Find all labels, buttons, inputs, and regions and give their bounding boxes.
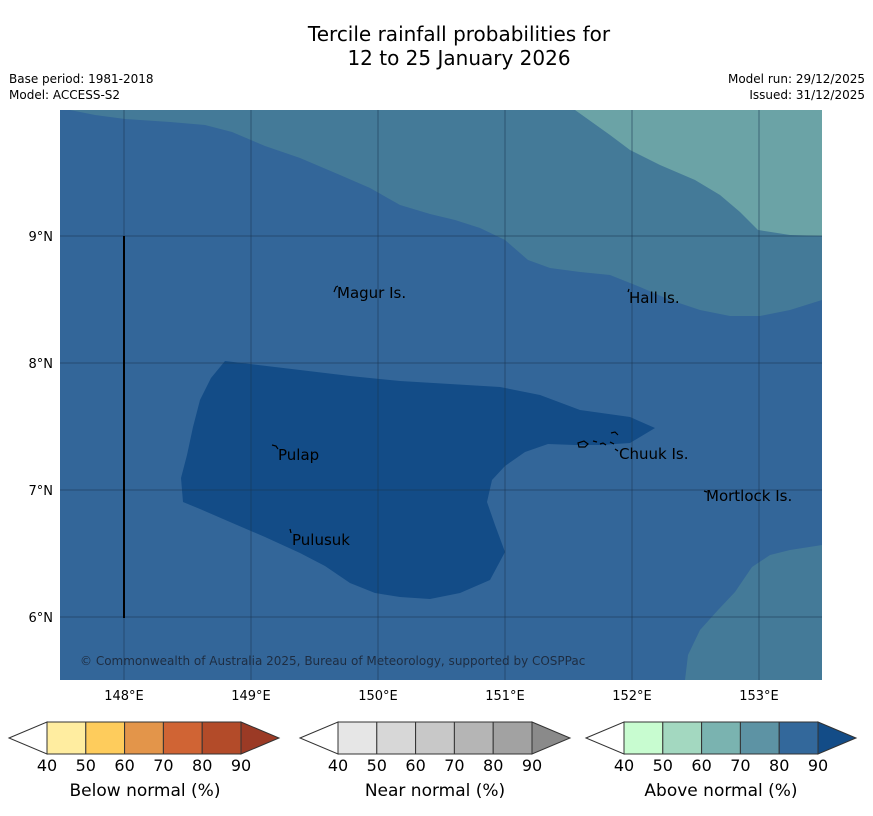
colorbar-tick-label: 60 (405, 756, 425, 775)
colorbar-segment (415, 721, 455, 755)
colorbar-near-normal: 40 50 60 70 80 90 (298, 721, 572, 775)
colorbar-segment (201, 721, 242, 755)
colorbar-extend-high (531, 721, 572, 755)
colorbar-tick-label: 50 (653, 756, 673, 775)
colorbar-label-below: Below normal (%) (69, 781, 221, 801)
title-line-1: Tercile rainfall probabilities for (307, 22, 611, 46)
island-outlines (271, 285, 708, 534)
colorbar-segment (46, 721, 87, 755)
colorbar-segment (124, 721, 164, 755)
place-label-mortlock: Mortlock Is. (706, 487, 792, 505)
gridlines (60, 110, 822, 680)
colorbar-segment (623, 721, 664, 755)
colorbar-extend-low (298, 721, 339, 755)
lon-tick-label: 150°E (358, 689, 398, 704)
colorbar-tick-label: 90 (522, 756, 542, 775)
lon-tick-label: 148°E (104, 689, 144, 704)
mortlock-island-shape (703, 490, 708, 493)
colorbar-tick-label: 80 (769, 756, 789, 775)
colorbar-segment (337, 721, 378, 755)
magur-island-shape (333, 285, 339, 293)
title-line-2: 12 to 25 January 2026 (347, 46, 571, 70)
map-title: Tercile rainfall probabilities for 12 to… (0, 22, 873, 70)
colorbar-segment (739, 721, 780, 755)
colorbar-tick-label: 90 (231, 756, 251, 775)
colorbar-below-normal: 40 50 60 70 80 90 (7, 721, 281, 775)
lat-tick-label: 9°N (29, 230, 54, 245)
model-run: Model run: 29/12/2025 (727, 72, 865, 86)
colorbar-tick-label: 70 (153, 756, 173, 775)
colorbar-tick-label: 60 (691, 756, 711, 775)
copyright-notice: © Commonwealth of Australia 2025, Bureau… (80, 654, 585, 668)
place-label-pulusuk: Pulusuk (292, 531, 350, 549)
colorbar-segment (492, 721, 533, 755)
colorbar-segment (162, 721, 203, 755)
colorbar-tick-label: 50 (367, 756, 387, 775)
pulusuk-island-shape (289, 528, 292, 534)
colorbar-segment (662, 721, 703, 755)
colorbar-tick-label: 40 (37, 756, 57, 775)
colorbar-segment (701, 721, 741, 755)
lat-tick-label: 7°N (29, 484, 54, 499)
issued-date: Issued: 31/12/2025 (749, 88, 865, 102)
hall-island-shape (627, 288, 630, 293)
colorbar-tick-label: 40 (328, 756, 348, 775)
lat-tick-label: 6°N (29, 611, 54, 626)
probability-map (60, 110, 822, 680)
lat-tick-label: 8°N (29, 357, 54, 372)
colorbar-extend-high (817, 721, 858, 755)
lon-tick-label: 152°E (612, 689, 652, 704)
zone-above-60-70 (575, 110, 822, 236)
colorbar-tick-label: 40 (614, 756, 634, 775)
place-label-magur: Magur Is. (337, 284, 406, 302)
base-period: Base period: 1981-2018 (9, 72, 154, 86)
place-label-chuuk: Chuuk Is. (619, 445, 688, 463)
meta-right: Model run: 29/12/2025 Issued: 31/12/2025 (728, 71, 865, 103)
colorbar-extend-low (7, 721, 48, 755)
colorbar-extend-low (584, 721, 625, 755)
zone-above-70-80-south (685, 545, 822, 680)
colorbar-tick-label: 90 (808, 756, 828, 775)
colorbar-label-near: Near normal (%) (364, 781, 506, 801)
colorbar-tick-label: 80 (483, 756, 503, 775)
lat-tick-labels: 9°N 8°N 7°N 6°N (29, 230, 54, 626)
zone-above-90-plus (181, 361, 655, 599)
lon-tick-label: 153°E (739, 689, 779, 704)
place-label-pulap: Pulap (278, 446, 319, 464)
model-name: Model: ACCESS-S2 (9, 88, 121, 102)
colorbar-segment (376, 721, 417, 755)
colorbar-extend-high (240, 721, 281, 755)
pulap-island-shape (271, 444, 279, 450)
colorbar-tick-label: 70 (730, 756, 750, 775)
colorbar-tick-label: 60 (114, 756, 134, 775)
lon-tick-label: 149°E (231, 689, 271, 704)
colorbar-segment (453, 721, 494, 755)
lon-tick-labels: 148°E 149°E 150°E 151°E 152°E 153°E (104, 689, 779, 704)
place-labels: Magur Is. Hall Is. Pulap Chuuk Is. Mortl… (278, 284, 792, 549)
chuuk-island-shape (577, 431, 619, 452)
colorbar-tick-label: 70 (444, 756, 464, 775)
colorbar-above-normal: 40 50 60 70 80 90 (584, 721, 858, 775)
colorbar-tick-label: 80 (192, 756, 212, 775)
colorbar-tick-label: 50 (76, 756, 96, 775)
colorbar-segment (85, 721, 126, 755)
meta-left: Base period: 1981-2018 Model: ACCESS-S2 (9, 71, 154, 103)
colorbar-segment (778, 721, 819, 755)
colorbar-label-above: Above normal (%) (644, 781, 798, 801)
place-label-hall: Hall Is. (629, 289, 680, 307)
lon-tick-label: 151°E (485, 689, 525, 704)
